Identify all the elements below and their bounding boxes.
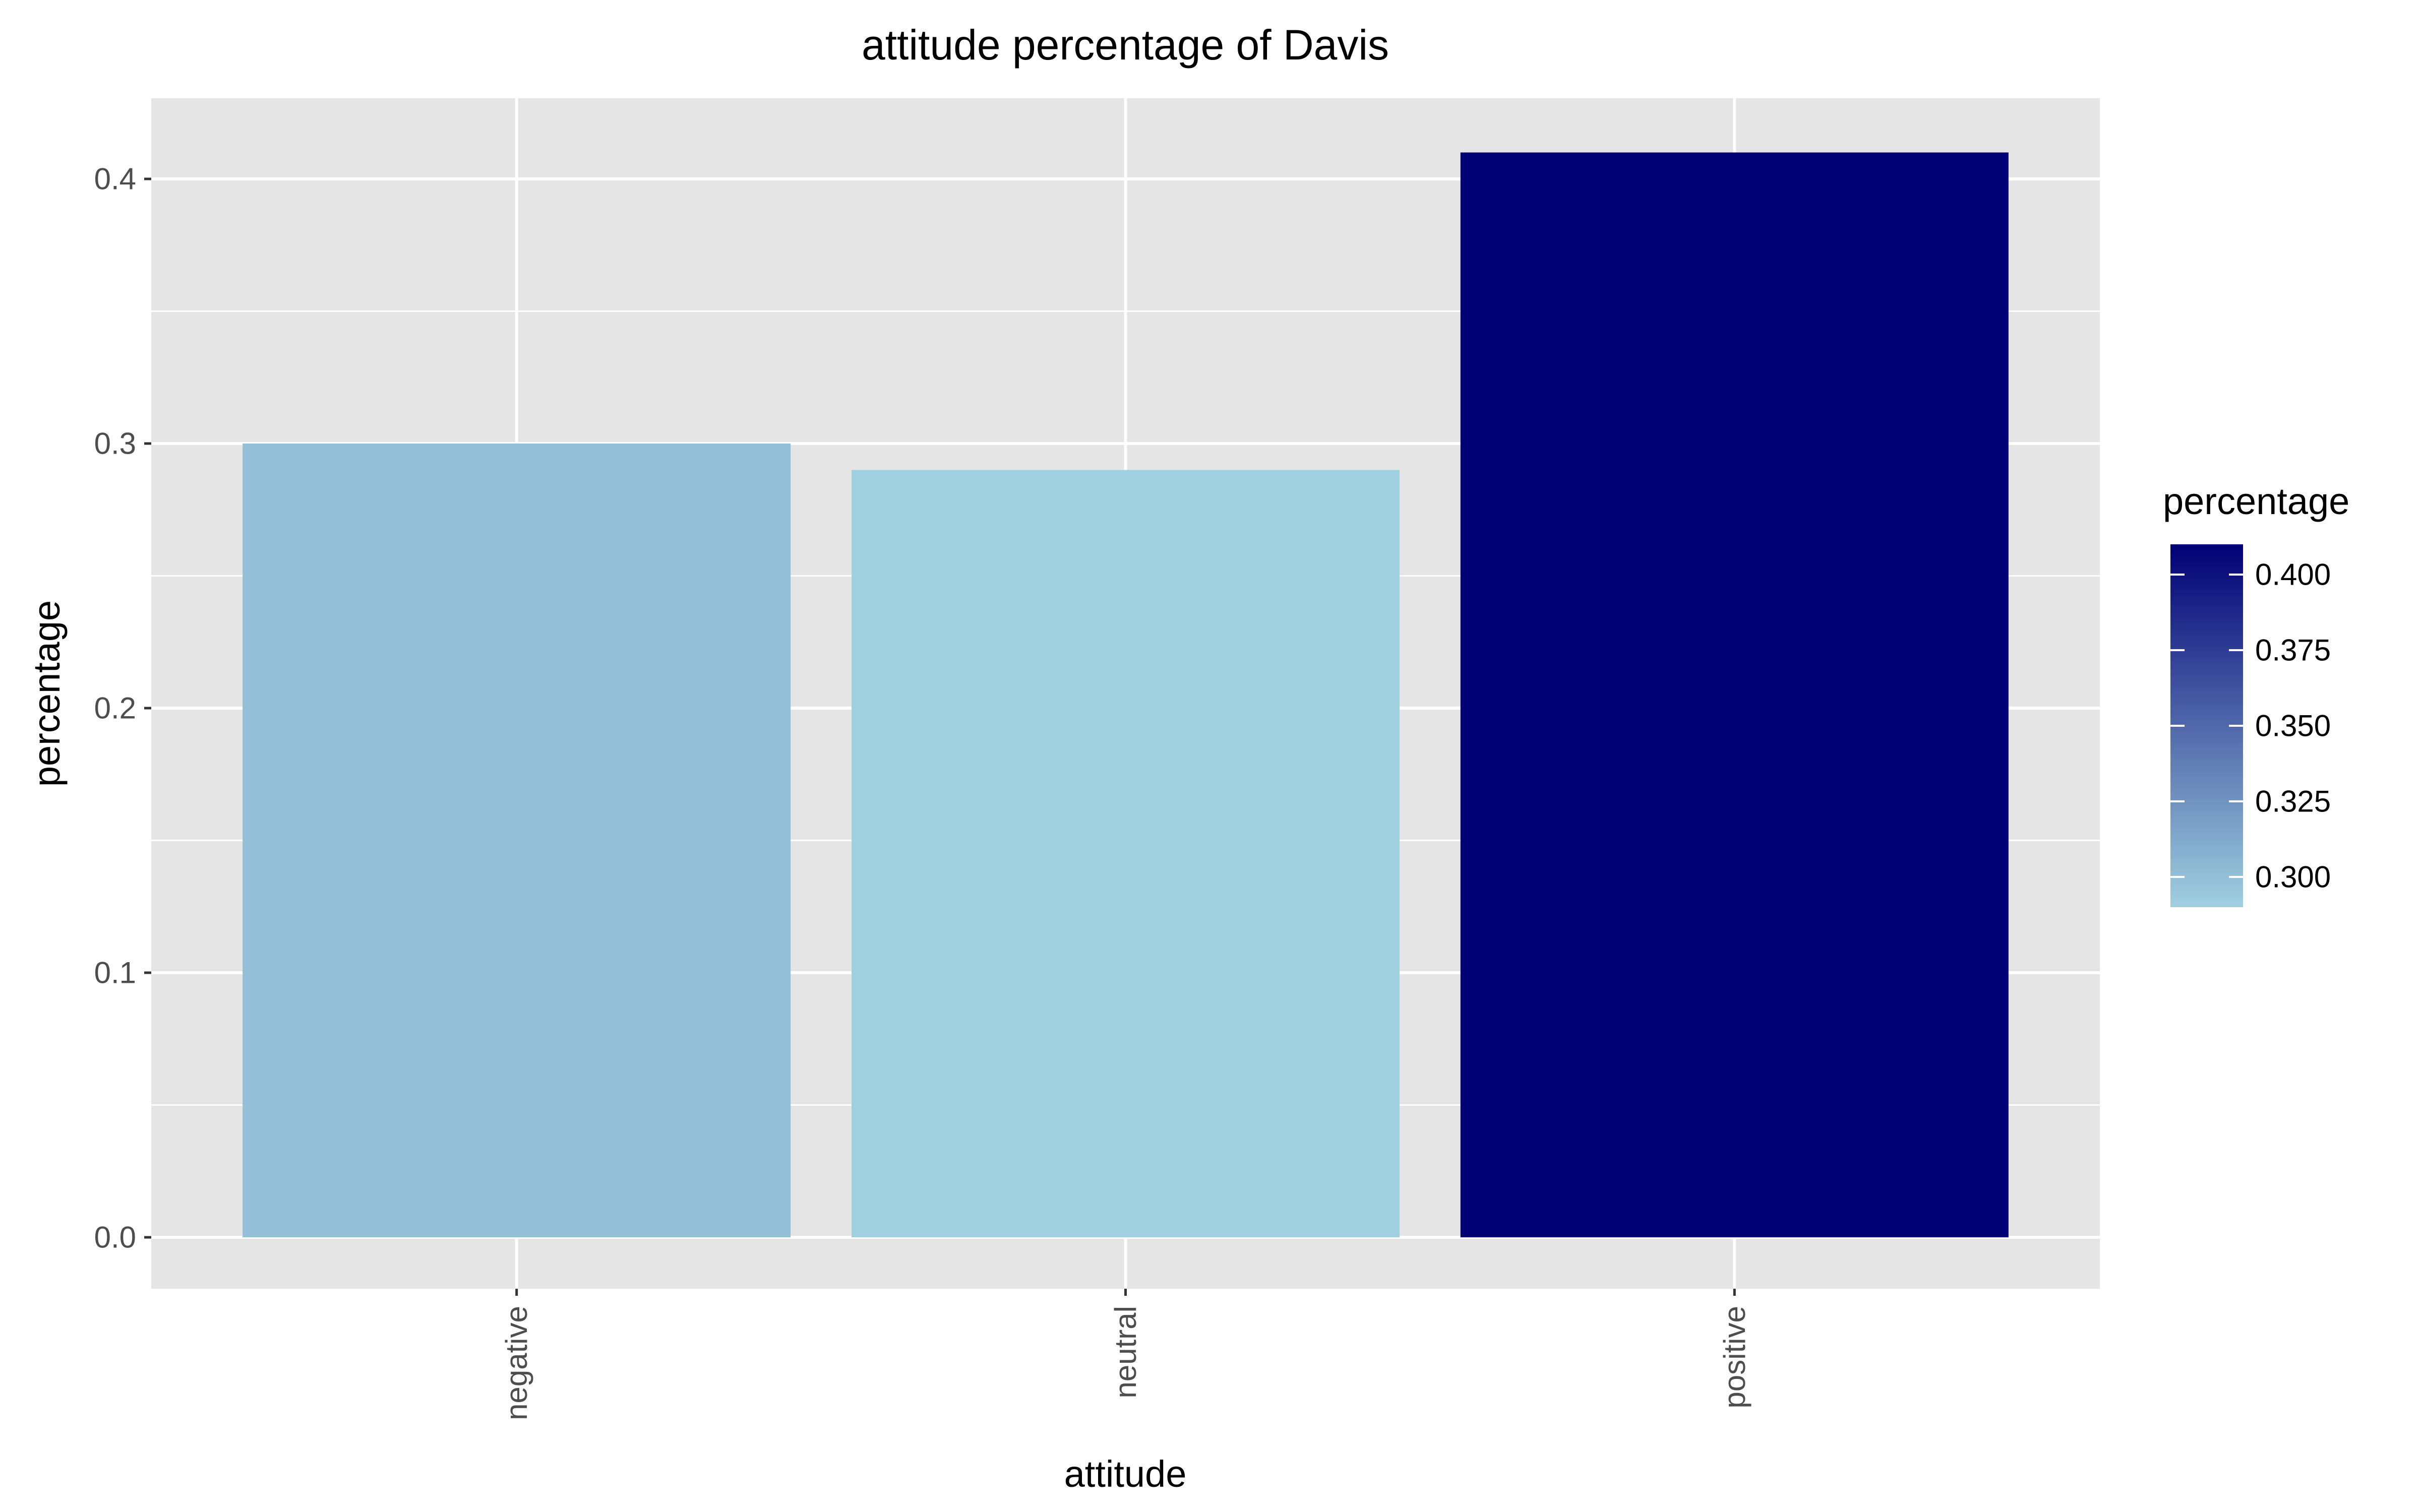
legend-tick-label: 0.325: [2255, 785, 2331, 818]
y-tick-label: 0.2: [94, 691, 136, 725]
legend-tick-label: 0.350: [2255, 709, 2331, 743]
bar-neutral: [851, 470, 1400, 1237]
legend-title: percentage: [2163, 480, 2349, 522]
x-axis-title: attitude: [1064, 1453, 1187, 1495]
y-tick-label: 0.4: [94, 162, 136, 196]
bar-positive: [1460, 152, 2009, 1237]
x-tick-label: neutral: [1109, 1306, 1142, 1398]
y-tick-label: 0.3: [94, 427, 136, 461]
legend-tick-label: 0.375: [2255, 634, 2331, 667]
x-axis: negative neutral positive: [500, 1289, 1751, 1420]
bars-layer: [243, 152, 2009, 1237]
chart-title: attitude percentage of Davis: [862, 21, 1389, 69]
y-axis-title: percentage: [26, 600, 68, 787]
legend: percentage 0.300 0.325 0.350 0.375 0.400: [2163, 480, 2349, 907]
y-axis: 0.0 0.1 0.2 0.3 0.4: [94, 162, 151, 1254]
legend-tick-label: 0.300: [2255, 860, 2331, 894]
legend-ticks: 0.300 0.325 0.350 0.375 0.400: [2170, 558, 2331, 894]
bar-negative: [243, 444, 791, 1237]
legend-tick-label: 0.400: [2255, 558, 2331, 592]
x-tick-label: negative: [500, 1306, 533, 1420]
y-tick-label: 0.1: [94, 956, 136, 990]
x-tick-label: positive: [1718, 1306, 1751, 1408]
y-tick-label: 0.0: [94, 1221, 136, 1254]
